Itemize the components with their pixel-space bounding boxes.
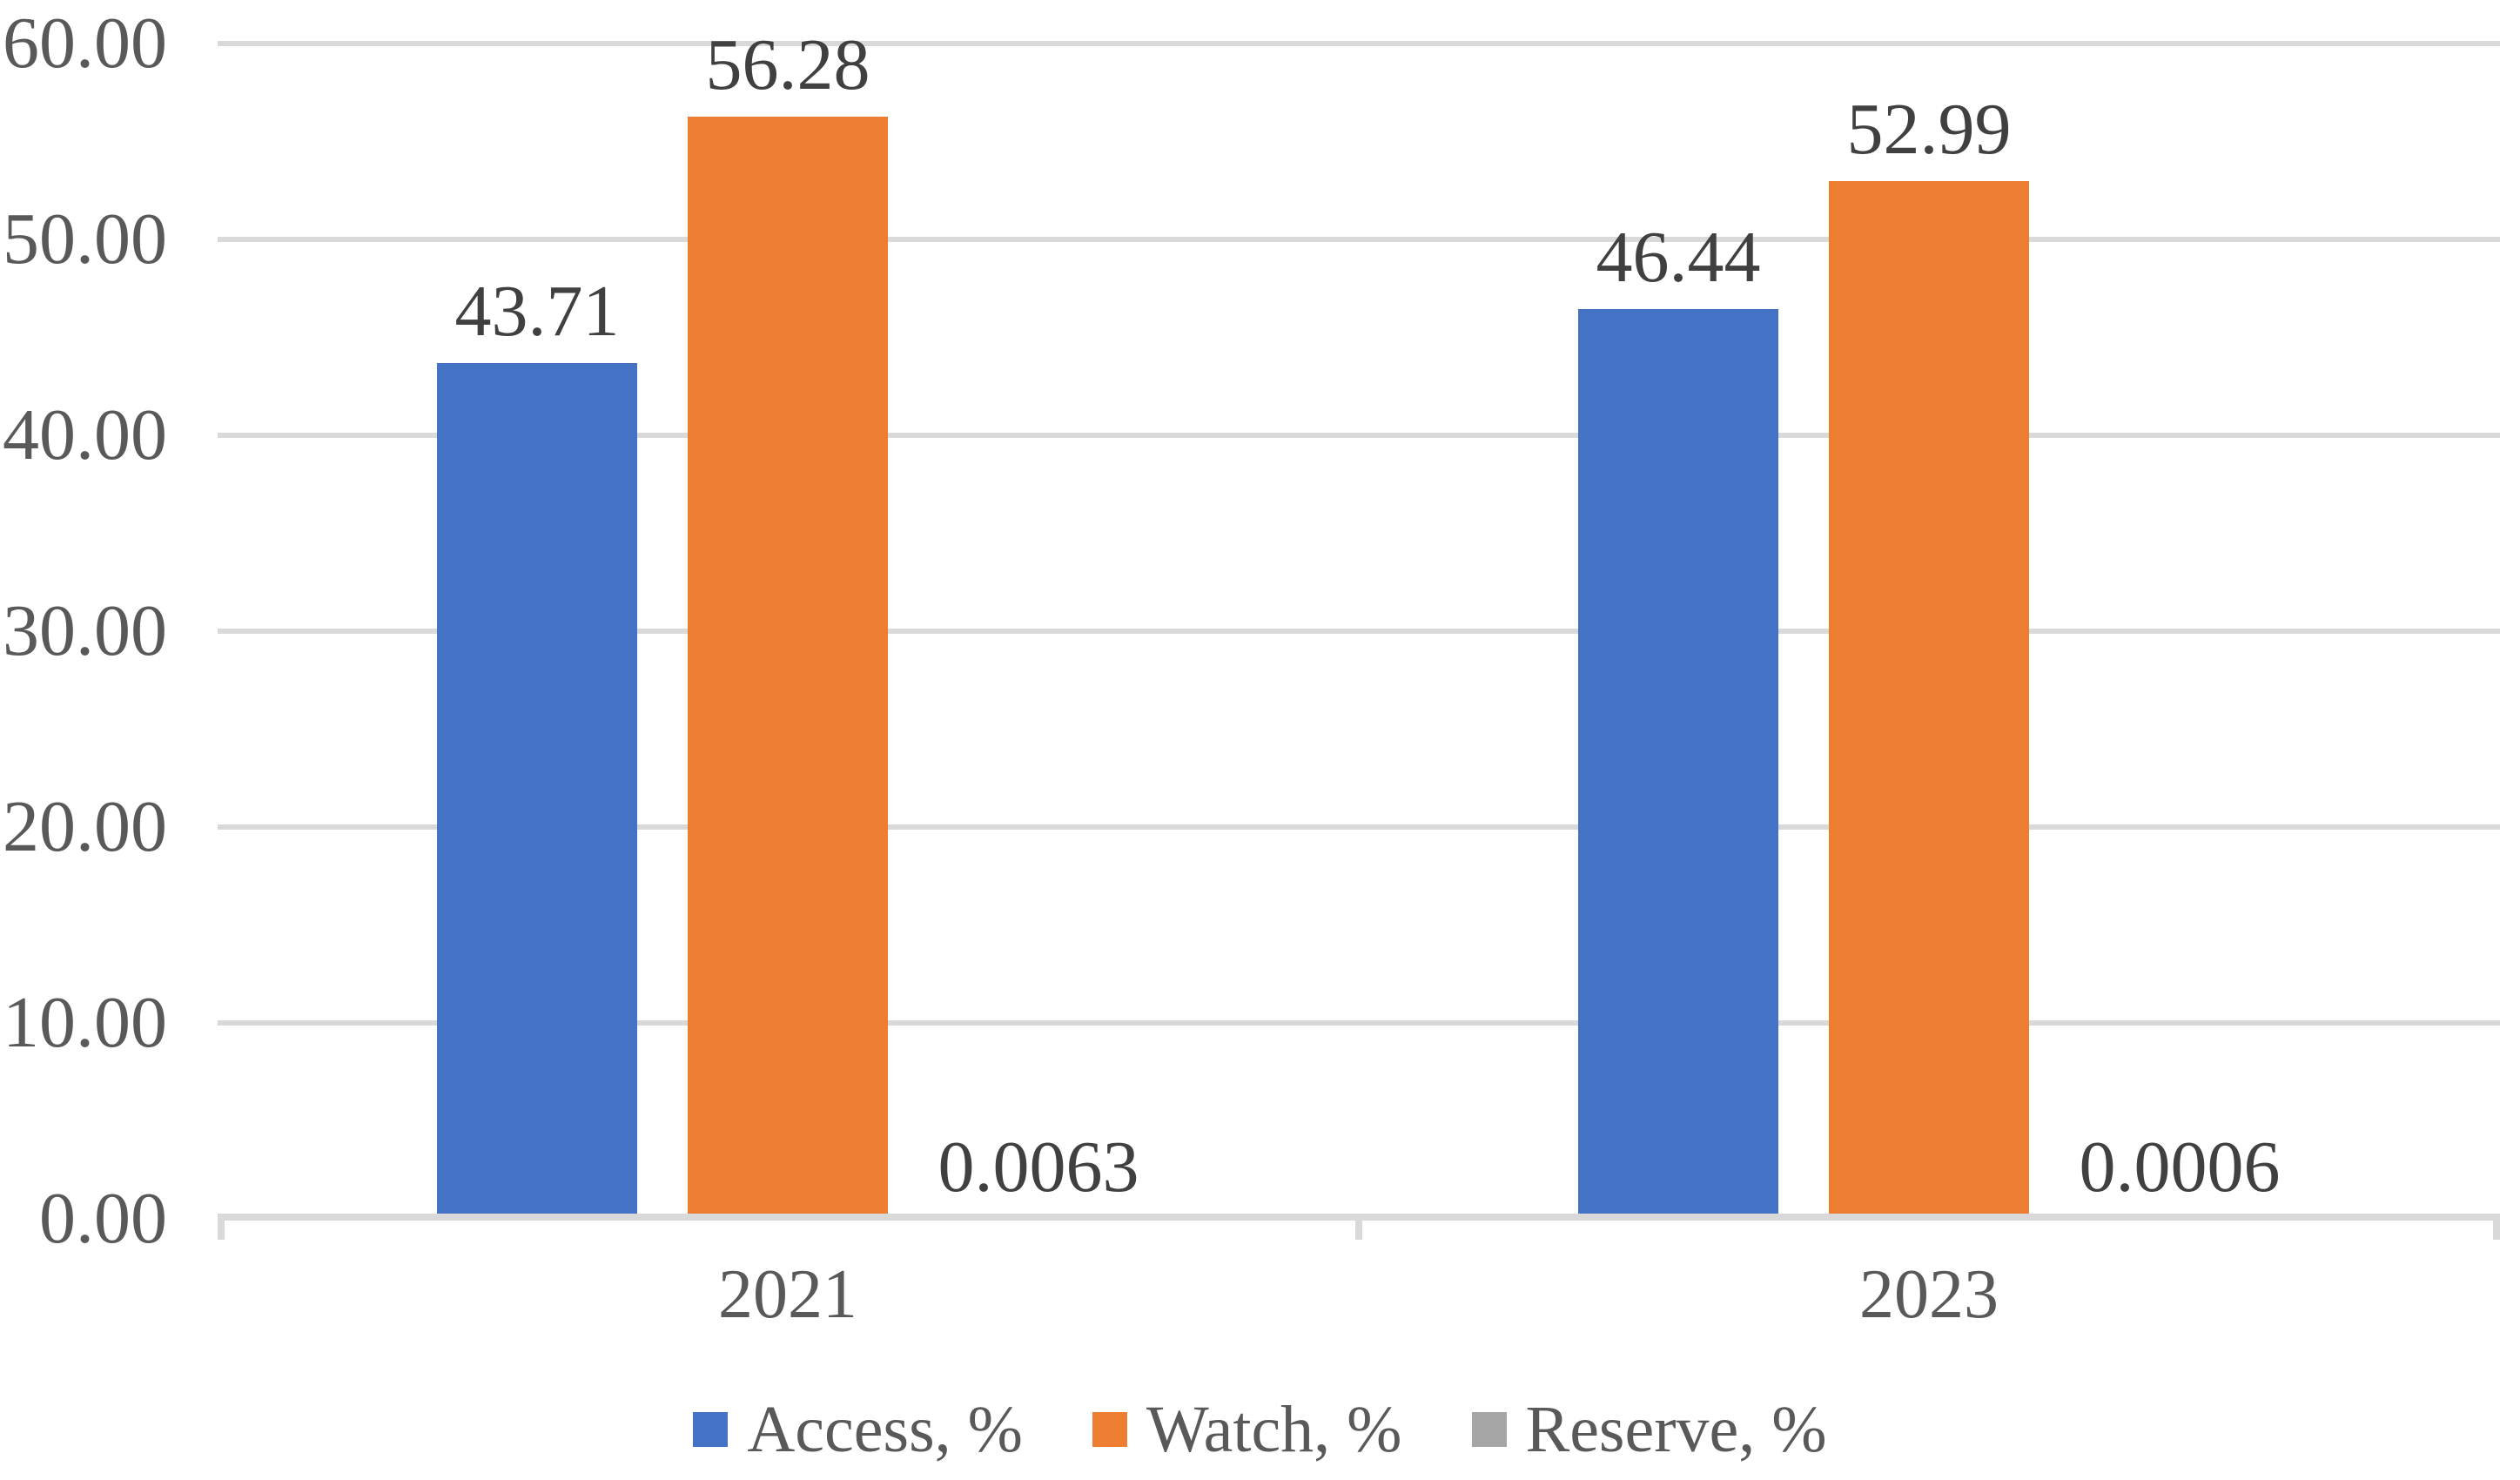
- x-axis-tick-mark: [2493, 1219, 2500, 1240]
- y-axis-tick-label: 10.00: [3, 982, 167, 1063]
- gridline: [218, 237, 2500, 242]
- x-axis-label-2023: 2023: [1859, 1256, 1999, 1333]
- legend-swatch-access: [693, 1412, 729, 1447]
- legend-swatch-watch: [1092, 1412, 1127, 1447]
- legend-label-watch: Watch, %: [1146, 1393, 1402, 1466]
- legend-label-reserve: Reserve, %: [1525, 1393, 1827, 1466]
- x-axis-label-2021: 2021: [718, 1256, 857, 1333]
- data-label-reserve-2023: 0.0006: [2079, 1126, 2281, 1208]
- bar-watch-2021: [688, 116, 888, 1219]
- gridline: [218, 824, 2500, 830]
- gridline: [218, 41, 2500, 46]
- legend-item-watch: Watch, %: [1092, 1396, 1402, 1463]
- gridline: [218, 433, 2500, 438]
- gridline: [218, 629, 2500, 634]
- x-axis-tick-mark: [218, 1219, 225, 1240]
- y-axis-tick-label: 0.00: [39, 1178, 167, 1259]
- bar-access-2021: [437, 362, 637, 1219]
- legend-item-reserve: Reserve, %: [1471, 1393, 1827, 1466]
- data-label-watch-2023: 52.99: [1846, 88, 2012, 170]
- gridline: [218, 1020, 2500, 1026]
- data-label-watch-2021: 56.28: [705, 24, 870, 105]
- x-axis-tick-mark: [1355, 1219, 1362, 1240]
- y-axis-tick-label: 60.00: [3, 3, 167, 84]
- y-axis-tick-label: 30.00: [3, 590, 167, 671]
- y-axis-tick-label: 50.00: [3, 198, 167, 279]
- legend-label-access: Access, %: [747, 1393, 1023, 1466]
- data-label-access-2023: 46.44: [1596, 217, 1761, 299]
- y-axis-tick-label: 40.00: [3, 394, 167, 475]
- x-axis-line: [218, 1214, 2500, 1221]
- legend-swatch-reserve: [1471, 1412, 1507, 1447]
- legend-item-access: Access, %: [693, 1396, 1023, 1463]
- bar-watch-2023: [1829, 180, 2029, 1219]
- bar-access-2023: [1578, 309, 1778, 1219]
- data-label-access-2021: 43.71: [454, 270, 620, 352]
- legend: Access, % Watch, % Reserve, %: [0, 1390, 2520, 1469]
- y-axis-tick-label: 20.00: [3, 786, 167, 867]
- data-label-reserve-2021: 0.0063: [937, 1126, 1139, 1208]
